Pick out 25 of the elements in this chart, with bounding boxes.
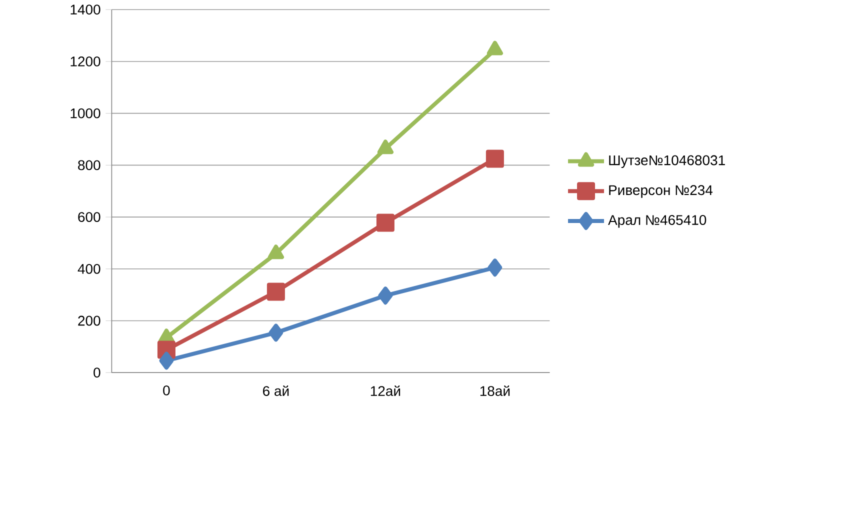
point [268, 244, 284, 260]
x-tick-label: 0 [163, 385, 170, 396]
point [377, 140, 394, 154]
point [378, 286, 393, 305]
legend-label: Шутзе№10468031 [609, 155, 725, 168]
y-tick-label: 200 [78, 316, 100, 326]
y-tick-label: 800 [78, 160, 100, 170]
legend-label: Риверсон №234 [609, 185, 713, 198]
x-tick-label: 18ай [480, 385, 510, 396]
point [486, 40, 504, 56]
y-tick-label: 1200 [70, 56, 100, 66]
point [268, 324, 284, 342]
x-tick-label: 12ай [370, 385, 400, 396]
point [488, 258, 502, 277]
y-tick-label: 600 [78, 212, 100, 222]
point [486, 150, 504, 168]
point [376, 214, 394, 232]
y-tick-label: 1000 [70, 108, 100, 118]
y-tick-label: 1400 [70, 4, 100, 14]
y-tick-label: 0 [94, 368, 100, 378]
legend-label: Арал №465410 [608, 214, 706, 228]
point [159, 352, 174, 370]
point [266, 282, 285, 301]
y-tick-label: 400 [78, 264, 100, 274]
x-tick-label: 6 ай [263, 385, 289, 396]
